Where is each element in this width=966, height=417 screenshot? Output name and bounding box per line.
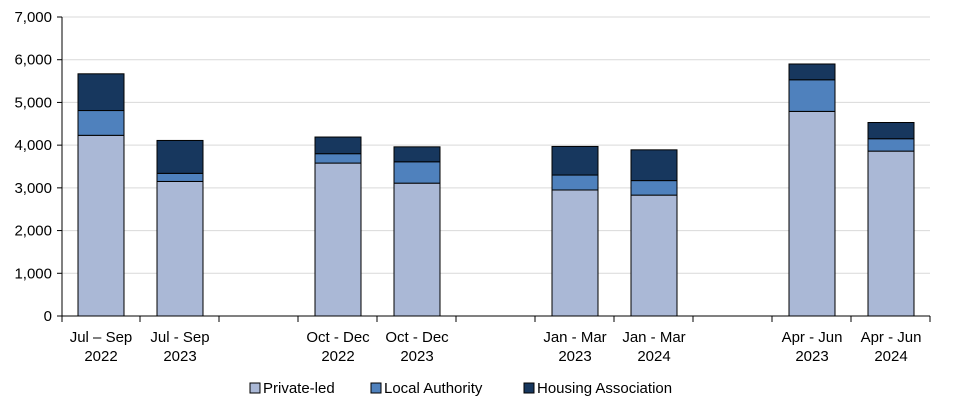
- x-axis-tick-labels: Jul – Sep 2022 Jul - Sep 2023 Oct - Dec 2022 O…: [70, 329, 922, 365]
- bar-segment-local-authority-4: [551, 174, 599, 191]
- y-axis-tick-labels: 0 1,000 2,000 3,000 4,000 5,000 6,000 7,000: [14, 9, 52, 325]
- bar-segment-housing-association-5: [630, 149, 678, 182]
- legend-swatch: [370, 382, 382, 394]
- x-tick-label: Jul - Sep: [150, 329, 209, 346]
- legend-label: Housing Association: [537, 380, 672, 397]
- bar-segment-housing-association-1: [156, 139, 204, 174]
- x-tick-label: Apr - Jun: [782, 329, 843, 346]
- bar-segment-private-led-3: [393, 182, 441, 317]
- bar-segment-local-authority-1: [156, 172, 204, 182]
- x-tick-label: 2023: [558, 348, 591, 365]
- y-tick-label: 7,000: [14, 9, 52, 26]
- x-tick-label: 2023: [163, 348, 196, 365]
- legend: Private-led Local Authority Housing Associ…: [249, 380, 672, 397]
- bar-segment-housing-association-4: [551, 145, 599, 176]
- bar-segment-housing-association-6: [788, 63, 836, 81]
- x-tick-label: Jan - Mar: [622, 329, 685, 346]
- bar-segment-housing-association-0: [77, 73, 125, 112]
- bar-segment-local-authority-3: [393, 161, 441, 184]
- bar-segment-private-led-6: [788, 110, 836, 317]
- y-tick-label: 4,000: [14, 137, 52, 154]
- x-tick-label: 2024: [874, 348, 907, 365]
- bar-segment-housing-association-2: [314, 136, 362, 155]
- y-tick-label: 3,000: [14, 180, 52, 197]
- bar-segment-local-authority-6: [788, 79, 836, 112]
- y-tick-label: 6,000: [14, 52, 52, 69]
- bar-segment-local-authority-2: [314, 153, 362, 164]
- bar-segment-private-led-1: [156, 180, 204, 317]
- bar-segment-housing-association-7: [867, 122, 915, 140]
- x-tick-label: 2022: [321, 348, 354, 365]
- bar-segment-local-authority-5: [630, 180, 678, 196]
- x-tick-label: Apr - Jun: [861, 329, 922, 346]
- legend-label: Private-led: [263, 380, 335, 397]
- gridlines: [62, 16, 930, 274]
- y-tick-label: 2,000: [14, 223, 52, 240]
- axes: [57, 16, 931, 322]
- x-tick-label: 2023: [400, 348, 433, 365]
- bar-segment-local-authority-0: [77, 110, 125, 136]
- x-tick-label: 2024: [637, 348, 670, 365]
- x-tick-label: 2022: [84, 348, 117, 365]
- y-tick-label: 1,000: [14, 265, 52, 282]
- y-tick-label: 5,000: [14, 94, 52, 111]
- x-tick-label: Oct - Dec: [385, 329, 449, 346]
- bar-segment-private-led-2: [314, 162, 362, 317]
- bar-segment-local-authority-7: [867, 138, 915, 152]
- x-tick-label: 2023: [795, 348, 828, 365]
- y-tick-label: 0: [44, 308, 52, 325]
- bars: [77, 63, 915, 317]
- bar-segment-private-led-0: [77, 134, 125, 317]
- bar-segment-private-led-4: [551, 189, 599, 317]
- legend-label: Local Authority: [384, 380, 483, 397]
- legend-swatch: [523, 382, 535, 394]
- bar-segment-private-led-5: [630, 194, 678, 317]
- legend-swatch: [249, 382, 261, 394]
- bar-segment-private-led-7: [867, 150, 915, 317]
- x-tick-label: Jul – Sep: [70, 329, 133, 346]
- x-tick-label: Oct - Dec: [306, 329, 370, 346]
- bar-segment-housing-association-3: [393, 146, 441, 163]
- x-tick-label: Jan - Mar: [543, 329, 606, 346]
